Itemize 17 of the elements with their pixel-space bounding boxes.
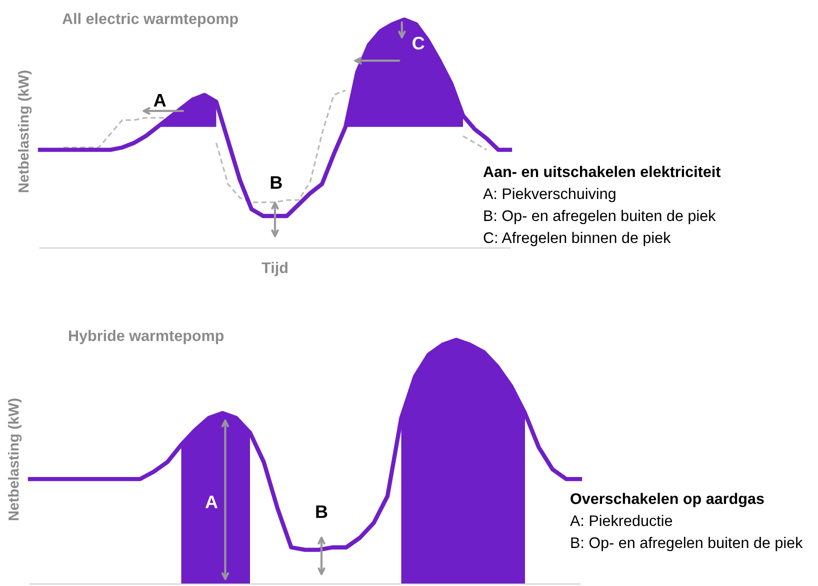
annotation: B [270, 176, 282, 189]
chart-title: Hybride warmtepomp [69, 330, 224, 344]
annotation: B: Op- en afregelen buiten de piek [484, 210, 716, 224]
annotation: B [316, 505, 328, 518]
annotation: C [412, 36, 424, 50]
x-axis-title: Tijd [262, 262, 288, 276]
annotation: Overschakelen op aardgas [570, 492, 764, 508]
annotation: B: Op- en afregelen buiten de piek [571, 536, 803, 552]
annotation: A [205, 496, 218, 508]
annotation: A [154, 94, 166, 106]
annotation: Aan- en uitschakelen elektriciteit [483, 166, 721, 178]
annotation: C: Afregelen binnen de piek [484, 232, 671, 246]
annotation: A: Piekreductie [570, 514, 672, 526]
annotation: A: Piekverschuiving [483, 188, 616, 202]
chart-title: All electric warmtepomp [62, 12, 238, 28]
y-axis-title: Netbelasting (kW) [18, 70, 32, 192]
y-axis-title: Netbelasting (kW) [8, 398, 22, 520]
